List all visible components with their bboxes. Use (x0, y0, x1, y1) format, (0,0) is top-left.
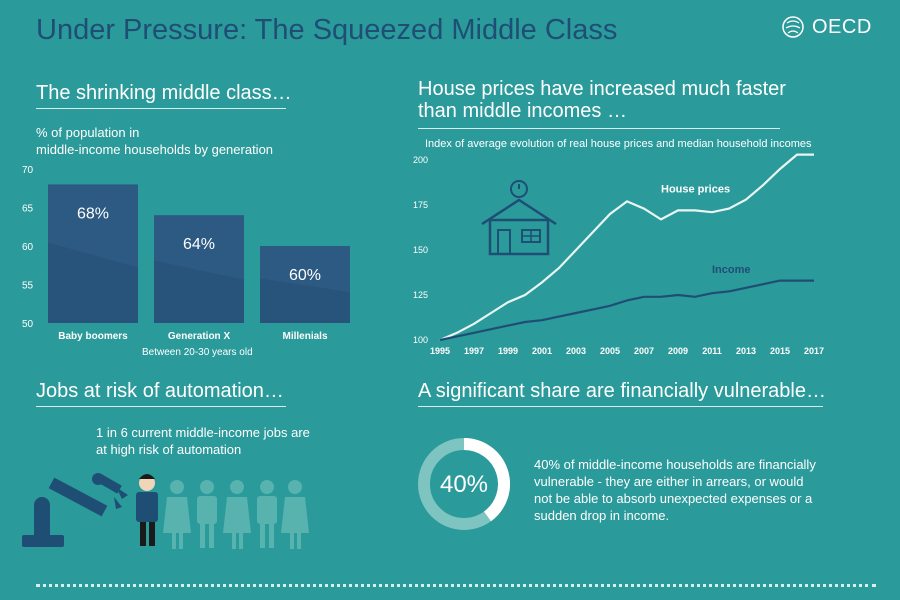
x-tick-label: 1999 (498, 346, 518, 356)
x-tick-label: 1997 (464, 346, 484, 356)
vulnerable-text-line4: sudden drop in income. (534, 508, 670, 523)
y-tick-label: 150 (413, 245, 428, 255)
chart1-subtitle-line1: % of population in (36, 125, 140, 140)
y-tick-label: 60 (22, 242, 34, 253)
footer-dotted-divider (36, 584, 876, 587)
x-tick-label: 2005 (600, 346, 620, 356)
bar-shade (48, 242, 138, 323)
logo-text: OECD (812, 16, 872, 38)
x-tick-label: 2007 (634, 346, 654, 356)
house-clock-icon (481, 180, 557, 256)
series-label-house-prices: House prices (661, 183, 730, 195)
y-tick-label: 175 (413, 200, 428, 210)
series-line-income (439, 279, 814, 342)
y-tick-label: 200 (413, 155, 428, 165)
vulnerable-text-line2: vulnerable - they are either in arrears,… (534, 474, 804, 489)
bar-shade (260, 278, 350, 323)
title-underline (418, 406, 823, 407)
section-title-middle-class: The shrinking middle class… (36, 82, 292, 104)
automation-text-line1: 1 in 6 current middle-income jobs are (96, 425, 310, 440)
x-category-label: Baby boomers (58, 331, 128, 342)
robot-arm-and-workers-illustration (22, 473, 309, 549)
section-title-house-prices-line2: than middle incomes … (418, 100, 627, 122)
worker-at-risk-icon (136, 474, 158, 546)
donut-percent-label: 40% (440, 471, 488, 498)
y-tick-label: 125 (413, 290, 428, 300)
title-underline (36, 108, 286, 109)
x-tick-label: 2017 (804, 346, 824, 356)
chart1-footnote: Between 20-30 years old (142, 347, 253, 358)
bar-shade (154, 260, 244, 323)
oecd-logo (782, 16, 804, 38)
x-category-label: Generation X (168, 331, 231, 342)
bar-value-label: 68% (77, 205, 109, 222)
bar-value-label: 60% (289, 267, 321, 284)
title-underline (36, 406, 286, 407)
section-title-vulnerable: A significant share are financially vuln… (418, 380, 826, 402)
bar-value-label: 64% (183, 236, 215, 253)
x-tick-label: 2001 (532, 346, 552, 356)
series-line-house-prices (439, 153, 814, 342)
automation-text-line2: at high risk of automation (96, 442, 242, 457)
robot-arm-icon (22, 473, 128, 547)
section-title-house-prices-line1: House prices have increased much faster (418, 78, 786, 100)
title-underline (418, 128, 780, 129)
generation-bar-chart: 50 55 60 65 70 68% Baby boomers 64% Generation X… (22, 165, 350, 342)
x-category-label: Millenials (282, 331, 327, 342)
y-tick-label: 55 (22, 281, 34, 292)
vulnerable-percent-donut: 40% (418, 438, 510, 530)
x-tick-label: 2011 (702, 346, 722, 356)
globe-icon (782, 16, 804, 38)
x-tick-label: 2015 (770, 346, 790, 356)
donut-value-arc (463, 438, 510, 522)
x-tick-label: 2009 (668, 346, 688, 356)
y-tick-label: 65 (22, 204, 34, 215)
house-price-income-line-chart: 100 125 150 175 200 1995 1997 1999 2001 2003 2005 2… (413, 153, 824, 356)
y-tick-label: 50 (22, 319, 34, 330)
series-label-income: Income (712, 264, 751, 276)
page-title: Under Pressure: The Squeezed Middle Clas… (36, 14, 618, 46)
x-tick-label: 1995 (430, 346, 450, 356)
section-title-automation: Jobs at risk of automation… (36, 380, 284, 402)
worker-icons-faded (163, 480, 309, 549)
vulnerable-text-line1: 40% of middle-income households are fina… (534, 457, 816, 472)
chart1-subtitle-line2: middle-income households by generation (36, 142, 274, 157)
chart2-subtitle: Index of average evolution of real house… (425, 138, 812, 150)
y-tick-label: 70 (22, 165, 34, 176)
vulnerable-text-line3: not be able to absorb unexpected expense… (534, 491, 813, 506)
x-tick-label: 2013 (736, 346, 756, 356)
y-tick-label: 100 (413, 335, 428, 345)
x-tick-label: 2003 (566, 346, 586, 356)
